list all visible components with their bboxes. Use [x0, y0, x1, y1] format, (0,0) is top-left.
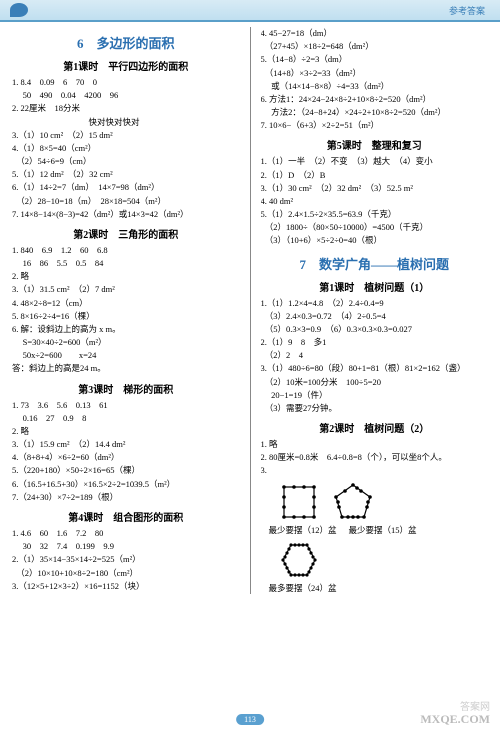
answer-line: S=30×40÷2=600（m²）	[12, 336, 240, 349]
answer-line: （3）需要27分钟。	[261, 402, 489, 415]
shapes-row	[279, 482, 489, 522]
answer-line: 7.（24+30）×7÷2=189（根）	[12, 491, 240, 504]
answer-line: 1. 8.4 0.09 6 70 0	[12, 76, 240, 89]
answer-line: 3.（1）480÷6=80（段）80+1=81（根）81×2=162（盏）	[261, 362, 489, 375]
answer-line: 5.（14−8）÷2=3（dm）	[261, 53, 489, 66]
answer-line: （3）2.4×0.3=0.72 （4）2÷0.5=4	[261, 310, 489, 323]
answer-line: （3）（10+6）×5÷2÷0=40（根）	[261, 234, 489, 247]
pentagon-shape	[333, 482, 373, 522]
answer-line: 3.	[261, 464, 489, 477]
answer-line: （2）28−10=18（m） 28×18=504（m²）	[12, 195, 240, 208]
answer-line: 1. 4.6 60 1.6 7.2 80	[12, 527, 240, 540]
answer-line: 2.（1）9 8 多1	[261, 336, 489, 349]
lesson-4-title: 第4课时 组合图形的面积	[12, 509, 240, 524]
answer-line: 3.（12×5+12×3÷2）×16=1152（块）	[12, 580, 240, 593]
answer-line: （2）1800÷（80×50÷10000）=4500（千克）	[261, 221, 489, 234]
answer-line: （2）54÷6=9（cm）	[12, 155, 240, 168]
right-cont-rows: 4. 45−27=18（dm） （27+45）×18÷2=648（dm²）5.（…	[261, 27, 489, 132]
answer-line: 5.（220+180）×50÷2×16=65（棵）	[12, 464, 240, 477]
lesson-4-rows: 1. 4.6 60 1.6 7.2 80 30 32 7.4 0.199 9.9…	[12, 527, 240, 593]
answer-line: 6.（1）14÷2=7（dm） 14×7=98（dm²）	[12, 181, 240, 194]
answer-line: （2）10×10+10×8÷2=180（cm²）	[12, 567, 240, 580]
header-label: 参考答案	[449, 4, 485, 17]
answer-line: 1.（1）1.2×4=4.8 （2）2.4÷0.4=9	[261, 297, 489, 310]
answer-line: 1. 840 6.9 1.2 60 6.8	[12, 244, 240, 257]
answer-line: 16 86 5.5 0.5 84	[12, 257, 240, 270]
answer-line: 2. 略	[12, 270, 240, 283]
left-column: 6 多边形的面积 第1课时 平行四边形的面积 1. 8.4 0.09 6 70 …	[12, 27, 240, 594]
chapter-7-title: 7 数学广角——植树问题	[261, 254, 489, 273]
answer-line: 2. 22厘米 18分米	[12, 102, 240, 115]
answer-line: 1.（1）一半 （2）不变 （3）越大 （4）变小	[261, 155, 489, 168]
answer-line: 3.（1）30 cm² （2）32 dm² （3）52.5 m²	[261, 182, 489, 195]
answer-line: 4. 45−27=18（dm）	[261, 27, 489, 40]
answer-line: 6. 方法1：24×24−24×8÷2+10×8÷2=520（dm²）	[261, 93, 489, 106]
answer-line: 1. 73 3.6 5.6 0.13 61	[12, 399, 240, 412]
page-number: 113	[236, 714, 264, 725]
lesson-6-title: 第1课时 植树问题（1）	[261, 279, 489, 294]
answer-line: 6.（16.5+16.5+30）×16.5×2÷2=1039.5（m²）	[12, 478, 240, 491]
shape-cap-3: 最多要摆（24）盆	[269, 582, 489, 594]
answer-line: 0.16 27 0.9 8	[12, 412, 240, 425]
answer-line: 2. 略	[12, 425, 240, 438]
lesson-5-title: 第5课时 整理和复习	[261, 137, 489, 152]
lesson-2-title: 第2课时 三角形的面积	[12, 226, 240, 241]
answer-line: 3.（1）10 cm² （2）15 dm²	[12, 129, 240, 142]
answer-line: 20−1=19（件）	[261, 389, 489, 402]
lesson-5-rows: 1.（1）一半 （2）不变 （3）越大 （4）变小2.（1）D （2）B3.（1…	[261, 155, 489, 247]
chapter-6-title: 6 多边形的面积	[12, 33, 240, 52]
answer-line: 1. 略	[261, 438, 489, 451]
answer-line: 或（14×14−8×8）÷4=33（dm²）	[261, 80, 489, 93]
answer-line: 50x÷2=600 x=24	[12, 349, 240, 362]
watermark-1: 答案网	[460, 698, 490, 713]
answer-line: 3.（1）31.5 cm² （2）7 dm²	[12, 283, 240, 296]
answer-line: 50 490 0.04 4200 96	[12, 89, 240, 102]
lesson-1-title: 第1课时 平行四边形的面积	[12, 58, 240, 73]
lesson-3-title: 第3课时 梯形的面积	[12, 381, 240, 396]
answer-line: 2.（1）35×14−35×14÷2=525（m²）	[12, 553, 240, 566]
answer-line: （27+45）×18÷2=648（dm²）	[261, 40, 489, 53]
watermark-2: MXQE.COM	[420, 712, 490, 727]
column-divider	[250, 27, 251, 594]
answer-line: 方法2：（24−8+24）×24÷2+10×8÷2=520（dm²）	[261, 106, 489, 119]
answer-line: 4.（8+8+4）×6÷2=60（dm²）	[12, 451, 240, 464]
right-column: 4. 45−27=18（dm） （27+45）×18÷2=648（dm²）5.（…	[261, 27, 489, 594]
answer-line: 4.（1）8×5=40（cm²）	[12, 142, 240, 155]
hexagon-shape	[279, 540, 489, 580]
answer-line: 4. 40 dm²	[261, 195, 489, 208]
answer-line: 答：斜边上的高是24 m。	[12, 362, 240, 375]
logo-icon	[10, 3, 28, 17]
lesson-3-rows: 1. 73 3.6 5.6 0.13 61 0.16 27 0.9 82. 略3…	[12, 399, 240, 504]
lesson-1-rows: 1. 8.4 0.09 6 70 0 50 490 0.04 4200 962.…	[12, 76, 240, 221]
answer-line: 7. 10×6−（6+3）×2÷2=51（m²）	[261, 119, 489, 132]
answer-line: （2）10米=100分米 100÷5=20	[261, 376, 489, 389]
lesson-2-rows: 1. 840 6.9 1.2 60 6.8 16 86 5.5 0.5 842.…	[12, 244, 240, 376]
answer-line: 7. 14×8−14×(8−3)=42（dm²）或14×3=42（dm²）	[12, 208, 240, 221]
answer-line: 3.（1）15.9 cm² （2）14.4 dm²	[12, 438, 240, 451]
lesson-6-rows: 1.（1）1.2×4=4.8 （2）2.4÷0.4=9 （3）2.4×0.3=0…	[261, 297, 489, 416]
answer-line: 5.（1）2.4×1.5÷2×35.5=63.9（千克）	[261, 208, 489, 221]
answer-line: 快对快对快对	[12, 116, 240, 129]
answer-line: 30 32 7.4 0.199 9.9	[12, 540, 240, 553]
answer-line: （2）2 4	[261, 349, 489, 362]
square-shape	[279, 482, 319, 522]
answer-line: （14+8）×3÷2=33（dm²）	[261, 67, 489, 80]
shape-cap-1: 最少要摆（12）盆	[269, 524, 337, 536]
lesson-7-title: 第2课时 植树问题（2）	[261, 420, 489, 435]
shape-cap-2: 最少要摆（15）盆	[349, 524, 417, 536]
answer-line: 5.（1）12 dm² （2）32 cm²	[12, 168, 240, 181]
lesson-7-rows: 1. 略2. 80厘米=0.8米 6.4÷0.8=8（个），可以坐8个人。3.	[261, 438, 489, 478]
answer-line: 5. 8×16÷2÷4=16（棵）	[12, 310, 240, 323]
answer-line: 2. 80厘米=0.8米 6.4÷0.8=8（个），可以坐8个人。	[261, 451, 489, 464]
answer-line: 6. 解：设斜边上的高为 x m。	[12, 323, 240, 336]
answer-line: 2.（1）D （2）B	[261, 169, 489, 182]
answer-line: （5）0.3×3=0.9 （6）0.3×0.3×0.3=0.027	[261, 323, 489, 336]
answer-line: 4. 48×2÷8=12（cm）	[12, 297, 240, 310]
